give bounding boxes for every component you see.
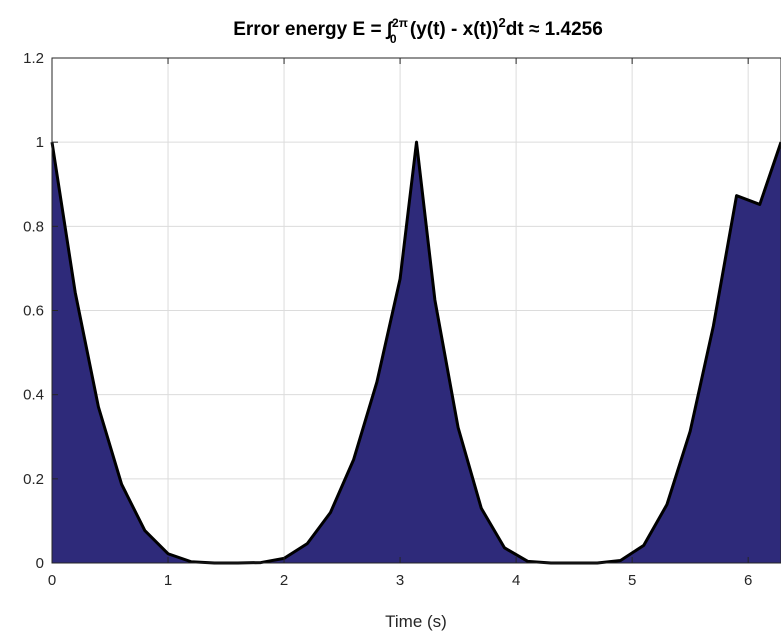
title-tail: dt ≈ 1.4256 [506, 19, 603, 40]
y-tick-label: 0.6 [23, 303, 44, 320]
y-tick-label: 0.8 [23, 218, 44, 235]
y-tick-label: 0.2 [23, 471, 44, 488]
x-tick-label: 5 [628, 572, 636, 589]
x-tick-label: 2 [280, 572, 288, 589]
chart-title: Error energy E = ∫2π 0 (y(t) - x(t))2dt ≈… [233, 15, 603, 46]
y-tick-label: 0.4 [23, 387, 44, 404]
tick-labels: 0 1 2 3 4 5 6 0 0.2 0.4 0.6 0.8 1 1.2 [23, 50, 752, 589]
x-tick-label: 1 [164, 572, 172, 589]
x-tick-label: 4 [512, 572, 520, 589]
title-exponent: 2 [499, 15, 506, 30]
x-tick-label: 3 [396, 572, 404, 589]
title-upper-limit: 2π [392, 16, 408, 30]
title-lower-limit: 0 [390, 32, 397, 46]
y-tick-label: 1.2 [23, 50, 44, 67]
x-axis-label: Time (s) [385, 612, 447, 631]
y-tick-label: 1 [36, 134, 44, 151]
series-line [50, 140, 781, 565]
x-tick-label: 6 [744, 572, 752, 589]
series-area-fill [52, 142, 781, 564]
x-tick-label: 0 [48, 572, 56, 589]
title-mid: (y(t) - x(t)) [405, 19, 499, 40]
title-lead: Error energy E = ∫ [233, 19, 394, 40]
y-tick-label: 0 [36, 555, 44, 572]
ticks [51, 57, 749, 564]
